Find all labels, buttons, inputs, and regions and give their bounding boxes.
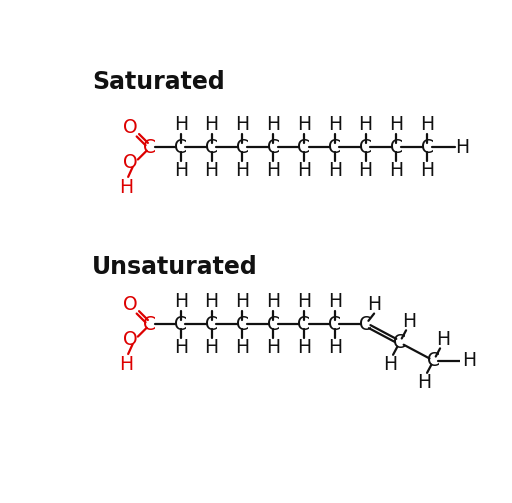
Text: C: C: [390, 138, 403, 157]
Text: C: C: [393, 333, 406, 352]
Text: H: H: [174, 292, 188, 311]
Text: H: H: [266, 161, 280, 180]
Text: C: C: [143, 315, 157, 334]
Text: H: H: [204, 115, 219, 134]
Text: H: H: [417, 373, 431, 392]
Text: C: C: [328, 138, 342, 157]
Text: C: C: [427, 351, 440, 370]
Text: H: H: [358, 115, 373, 134]
Text: H: H: [266, 292, 280, 311]
Text: H: H: [266, 338, 280, 357]
Text: O: O: [123, 118, 137, 137]
Text: H: H: [436, 330, 450, 349]
Text: C: C: [143, 138, 157, 157]
Text: H: H: [402, 312, 416, 331]
Text: C: C: [174, 138, 187, 157]
Text: H: H: [119, 178, 133, 197]
Text: H: H: [420, 161, 434, 180]
Text: H: H: [297, 338, 311, 357]
Text: H: H: [367, 295, 381, 314]
Text: H: H: [297, 115, 311, 134]
Text: Saturated: Saturated: [92, 70, 225, 95]
Text: H: H: [204, 292, 219, 311]
Text: C: C: [297, 315, 310, 334]
Text: H: H: [297, 161, 311, 180]
Text: O: O: [123, 153, 137, 172]
Text: O: O: [123, 295, 137, 314]
Text: H: H: [389, 161, 403, 180]
Text: H: H: [236, 292, 249, 311]
Text: H: H: [328, 292, 342, 311]
Text: H: H: [456, 138, 470, 157]
Text: H: H: [174, 115, 188, 134]
Text: C: C: [359, 315, 372, 334]
Text: H: H: [358, 161, 373, 180]
Text: H: H: [236, 115, 249, 134]
Text: H: H: [420, 115, 434, 134]
Text: C: C: [174, 315, 187, 334]
Text: C: C: [205, 138, 218, 157]
Text: H: H: [383, 355, 397, 374]
Text: Unsaturated: Unsaturated: [92, 255, 258, 279]
Text: H: H: [462, 351, 476, 370]
Text: C: C: [267, 138, 280, 157]
Text: O: O: [123, 330, 137, 350]
Text: H: H: [236, 338, 249, 357]
Text: H: H: [266, 115, 280, 134]
Text: C: C: [267, 315, 280, 334]
Text: H: H: [204, 338, 219, 357]
Text: H: H: [328, 161, 342, 180]
Text: H: H: [174, 338, 188, 357]
Text: C: C: [205, 315, 218, 334]
Text: H: H: [204, 161, 219, 180]
Text: H: H: [389, 115, 403, 134]
Text: C: C: [236, 138, 249, 157]
Text: C: C: [421, 138, 434, 157]
Text: H: H: [174, 161, 188, 180]
Text: H: H: [236, 161, 249, 180]
Text: H: H: [328, 115, 342, 134]
Text: H: H: [328, 338, 342, 357]
Text: C: C: [359, 138, 372, 157]
Text: H: H: [119, 355, 133, 374]
Text: C: C: [236, 315, 249, 334]
Text: C: C: [297, 138, 310, 157]
Text: H: H: [297, 292, 311, 311]
Text: C: C: [328, 315, 342, 334]
